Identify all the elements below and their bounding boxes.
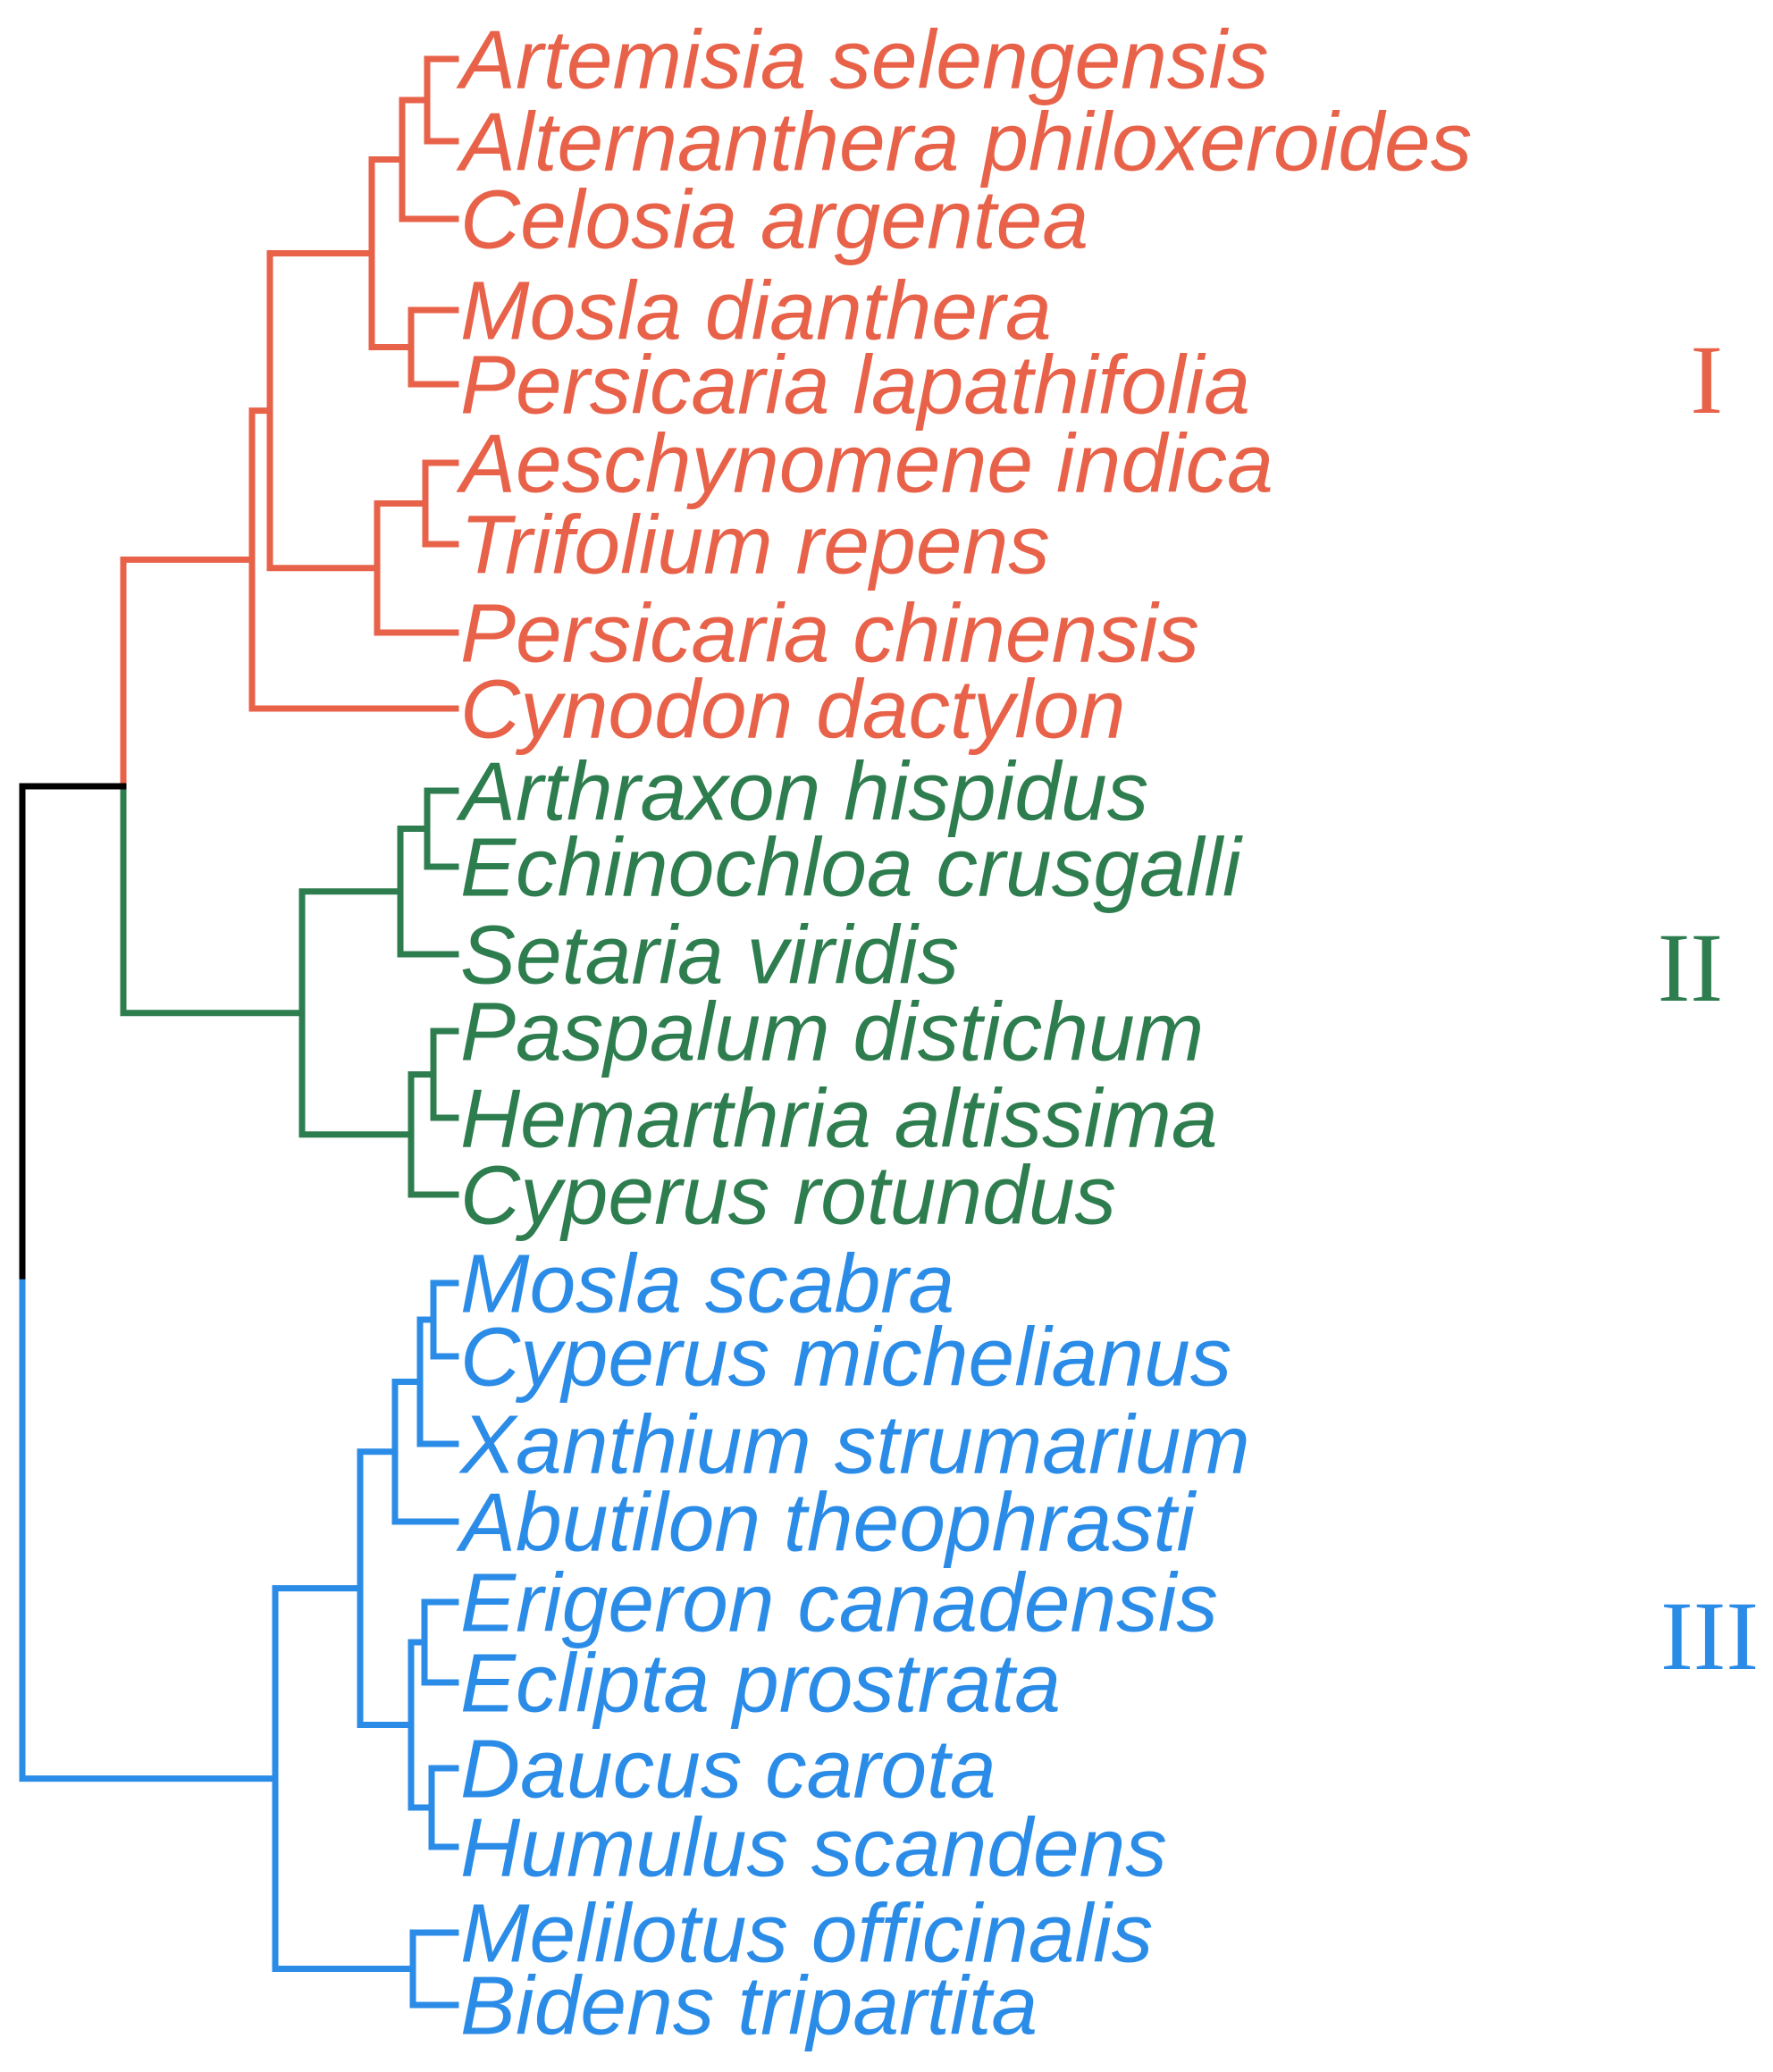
branch-c1-1 xyxy=(430,1316,459,1360)
branch-a5-0 xyxy=(422,459,459,507)
branch-root-0 xyxy=(19,783,127,1286)
branch-c2-1 xyxy=(416,1379,459,1447)
leaf-label-xanthium: Xanthium strumarium xyxy=(458,1398,1250,1491)
branch-c6-1 xyxy=(408,1722,435,1811)
tree-branches xyxy=(19,55,459,2009)
branch-c4-0 xyxy=(421,1598,459,1646)
leaf-label-arthraxon: Arthraxon hispidus xyxy=(456,745,1148,838)
branch-ab-1 xyxy=(120,783,306,1017)
branch-a3-1 xyxy=(408,344,459,388)
leaf-label-persicaria_c: Persicaria chinensis xyxy=(460,587,1199,680)
leaf-label-echinochloa: Echinochloa crusgalli xyxy=(460,821,1243,914)
branch-a8-1 xyxy=(248,556,459,712)
branch-c3-0 xyxy=(391,1379,424,1455)
branch-a4-1 xyxy=(368,250,415,350)
branch-c7-1 xyxy=(357,1585,415,1728)
leaf-label-daucus: Daucus carota xyxy=(460,1723,996,1816)
leaf-label-alternanthera: Alternanthera philoxeroides xyxy=(456,96,1472,189)
branch-a2-1 xyxy=(399,156,459,222)
branch-c8-0 xyxy=(409,1929,459,1972)
branch-ab-0 xyxy=(120,556,256,790)
branch-b3-1 xyxy=(430,1071,459,1121)
branch-a1-0 xyxy=(424,55,459,104)
branch-a4-0 xyxy=(368,156,406,256)
branch-b4-0 xyxy=(408,1071,437,1138)
branch-c6-0 xyxy=(408,1639,428,1728)
branch-c2-0 xyxy=(416,1316,437,1385)
leaf-label-erigeron: Erigeron canadensis xyxy=(460,1556,1218,1649)
leaf-label-abutilon: Abutilon theophrasti xyxy=(456,1476,1197,1569)
leaf-label-eclipta: Eclipta prostrata xyxy=(460,1637,1061,1730)
leaf-label-bidens: Bidens tripartita xyxy=(460,1959,1038,2052)
branch-a1-1 xyxy=(424,96,459,145)
leaf-label-hemarthria: Hemarthria altissima xyxy=(460,1072,1218,1165)
leaf-label-mosla_s: Mosla scabra xyxy=(460,1237,954,1330)
branch-b2-0 xyxy=(397,826,431,895)
leaf-label-cyperus_m: Cyperus michelianus xyxy=(460,1311,1231,1404)
leaf-label-mosla_d: Mosla dianthera xyxy=(460,264,1052,357)
branch-a5-1 xyxy=(422,500,459,548)
branch-a6-1 xyxy=(374,565,459,636)
branch-c5-0 xyxy=(428,1765,459,1811)
branch-a2-0 xyxy=(399,96,431,163)
branch-b2-1 xyxy=(397,888,459,958)
leaf-label-paspalum: Paspalum distichum xyxy=(460,986,1204,1078)
branch-c9-1 xyxy=(272,1775,416,1972)
branch-b5-1 xyxy=(298,1010,415,1138)
branch-a6-0 xyxy=(374,500,429,572)
branch-a8-0 xyxy=(248,407,273,563)
branch-c4-1 xyxy=(421,1639,459,1686)
leaf-label-aeschynomene: Aeschynomene indica xyxy=(456,417,1273,510)
branch-b1-1 xyxy=(424,826,459,870)
branch-c3-1 xyxy=(391,1448,459,1525)
branch-b4-1 xyxy=(408,1131,459,1198)
branch-b5-0 xyxy=(298,888,404,1017)
leaf-label-trifolium: Trifolium repens xyxy=(460,499,1050,591)
leaf-label-humulus: Humulus scandens xyxy=(460,1801,1167,1894)
branch-c9-0 xyxy=(272,1585,364,1783)
leaf-label-artemisia: Artemisia selengensis xyxy=(456,13,1269,106)
branch-b3-0 xyxy=(430,1028,459,1078)
leaf-label-melilotus: Melilotus officinalis xyxy=(460,1887,1153,1980)
leaf-label-setaria: Setaria viridis xyxy=(460,909,959,1002)
branch-b1-0 xyxy=(424,787,459,832)
branch-a7-0 xyxy=(266,250,375,415)
clade-label-I: I xyxy=(1690,325,1723,434)
branch-c5-1 xyxy=(428,1804,459,1850)
leaf-label-persicaria_l: Persicaria lapathifolia xyxy=(460,339,1250,432)
branch-a7-1 xyxy=(266,407,381,572)
branch-root-1 xyxy=(19,1279,279,1783)
leaf-label-cyperus_r: Cyperus rotundus xyxy=(460,1149,1116,1242)
leaf-label-celosia: Celosia argentea xyxy=(460,173,1088,266)
leaf-label-cynodon: Cynodon dactylon xyxy=(460,663,1126,756)
branch-c8-1 xyxy=(409,1966,459,2009)
branch-c1-0 xyxy=(430,1279,459,1323)
clade-label-II: II xyxy=(1658,913,1723,1022)
clade-label-III: III xyxy=(1660,1581,1759,1690)
branch-c7-0 xyxy=(357,1448,399,1592)
branch-a3-0 xyxy=(408,306,459,350)
